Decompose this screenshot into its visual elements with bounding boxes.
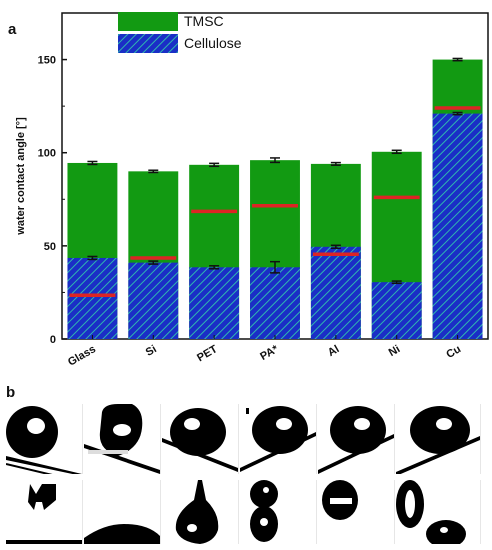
error-bar-cellulose-si [148,260,159,265]
error-bar-tmsc-ni [391,149,402,155]
drop-frame-row2-4 [240,480,317,544]
x-tick-label: PA* [258,343,281,363]
x-tick-label: Si [144,343,159,359]
drop-frame-row1-2 [84,404,161,474]
legend-swatch-cellulose [118,34,178,53]
y-tick-label: 50 [44,241,56,253]
error-bar-tmsc-glass [87,160,98,166]
error-bar-cellulose-al [330,244,341,250]
bar-cellulose-glass [67,257,118,339]
error-bar-tmsc-al [330,161,341,166]
drop-frame-row2-3 [162,480,239,544]
x-tick-label: Glass [66,343,98,368]
legend-label-tmsc: TMSC [184,13,224,29]
bars-layer [67,57,483,339]
y-tick-label: 0 [50,334,56,346]
bar-cellulose-si [128,262,179,339]
drop-frame-row1-5 [318,404,395,474]
x-tick-label: Al [326,343,342,359]
error-bar-cellulose-ni [391,280,402,285]
bar-cellulose-cu [432,113,483,339]
drop-frame-row1-4 [240,404,317,474]
x-tick-label: PET [195,343,220,364]
error-bar-cellulose-glass [87,255,98,261]
error-bar-cellulose-cu [452,111,463,116]
bar-cellulose-ni [371,282,422,339]
drop-frame-row2-6 [396,480,481,544]
contact-angle-chart: a Glass Si PET PA* Al Ni Cu 0 50 100 150 water con… [8,12,489,369]
bar-cellulose-pa [250,267,300,339]
error-bar-tmsc-cu [452,57,463,62]
drop-frame-row1-1 [6,404,83,474]
y-axis-label: water contact angle [°] [15,117,27,236]
drop-image-panel: b [0,380,492,550]
error-bar-cellulose-pet [209,265,220,270]
legend: TMSC Cellulose [118,12,242,53]
drop-frame-row1-3 [162,404,239,474]
drop-frame-row2-5 [318,480,395,544]
error-bar-tmsc-pet [209,162,220,168]
y-tick-label: 100 [38,148,56,160]
legend-swatch-tmsc [118,12,178,31]
legend-label-cellulose: Cellulose [184,35,242,51]
panel-label-a: a [8,21,17,38]
error-bar-tmsc-si [148,169,159,174]
error-bar-cellulose-pa [270,260,280,274]
bar-cellulose-al [310,246,361,339]
x-tick-label: Ni [387,343,403,359]
drop-frame-row2-1 [6,480,83,544]
y-tick-label: 150 [38,55,56,67]
panel-label-b: b [6,384,15,401]
drop-frame-row2-2 [84,480,161,544]
error-bar-tmsc-pa [270,157,280,164]
drop-frame-row1-6 [396,404,481,474]
panel-label-b-wrap: b [6,384,15,401]
x-tick-label: Cu [444,343,463,361]
bar-cellulose-pet [189,267,240,339]
